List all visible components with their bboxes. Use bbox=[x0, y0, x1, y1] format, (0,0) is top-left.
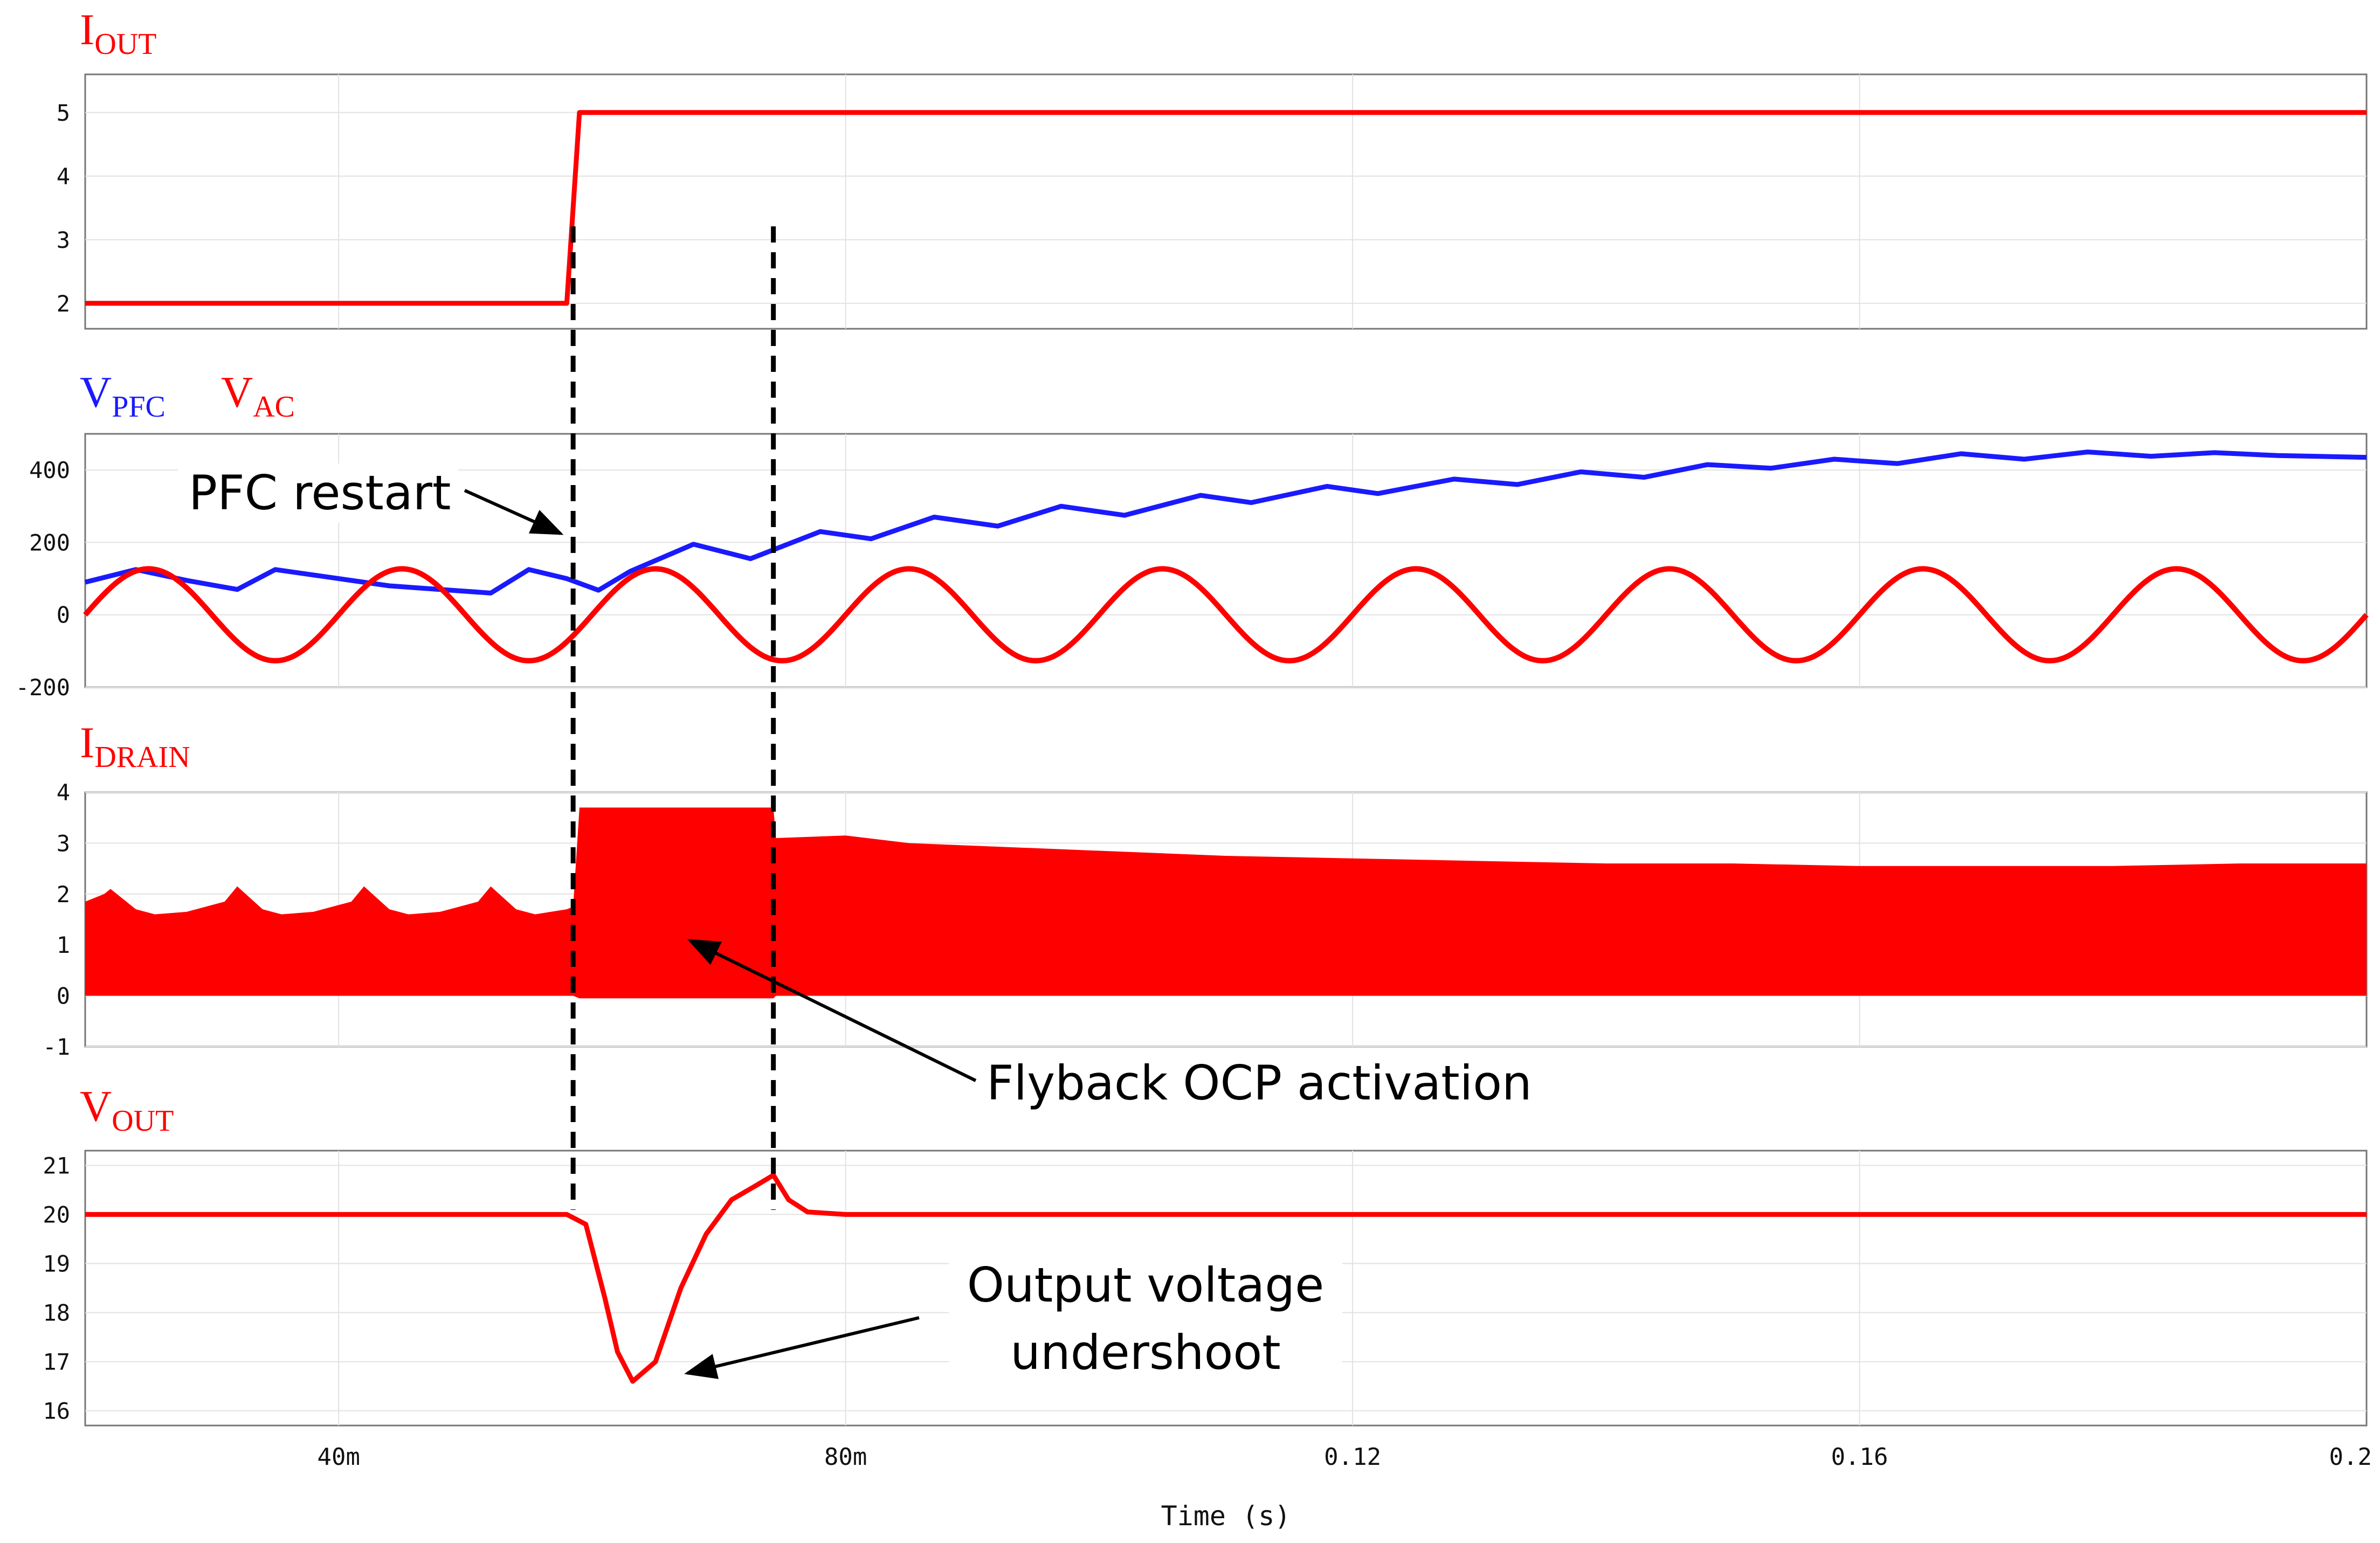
annotation-undershoot-line2: undershoot bbox=[1010, 1325, 1281, 1380]
annotation-undershoot: Output voltage undershoot bbox=[684, 1250, 1342, 1396]
annotation-flyback-ocp: Flyback OCP activation bbox=[687, 939, 1536, 1116]
y-tick-label: 0 bbox=[57, 983, 70, 1009]
x-tick-label: 0.16 bbox=[1831, 1443, 1888, 1471]
y-tick-label: 20 bbox=[43, 1201, 70, 1228]
y-tick-label: 4 bbox=[57, 163, 70, 190]
event-markers bbox=[570, 226, 776, 1210]
panel-vpfc-label-pfc: VPFC bbox=[80, 368, 165, 424]
series-i-out-line bbox=[85, 110, 2367, 306]
panel-vpfc-frame bbox=[84, 433, 2368, 688]
x-tick-label: 0.12 bbox=[1324, 1443, 1381, 1471]
annotation-flyback-ocp-text: Flyback OCP activation bbox=[987, 1055, 1532, 1111]
panel-vpfc: VPFC VAC -200 0 200 400 bbox=[16, 368, 2369, 701]
panel-idrain: IDRAIN -1 0 1 2 3 4 bbox=[43, 718, 2368, 1060]
annotation-pfc-restart-bg bbox=[178, 463, 458, 523]
series-v-pfc-line bbox=[84, 449, 2367, 596]
x-tick-label: 40m bbox=[317, 1443, 360, 1471]
annotation-pfc-restart-arrow bbox=[464, 489, 564, 535]
panel-idrain-label: IDRAIN bbox=[80, 718, 190, 774]
annotation-flyback-ocp-arrow bbox=[687, 939, 977, 1082]
y-tick-label: 1 bbox=[57, 932, 70, 958]
y-tick-label: 2 bbox=[57, 290, 70, 317]
y-tick-label: 400 bbox=[29, 457, 70, 483]
series-v-out-line bbox=[85, 1173, 2367, 1384]
y-tick-label: 17 bbox=[43, 1349, 70, 1375]
annotation-pfc-restart: PFC restart bbox=[178, 463, 564, 535]
x-tick-label: 80m bbox=[824, 1443, 867, 1471]
y-tick-label: 16 bbox=[43, 1398, 70, 1424]
panel-vpfc-label-ac: VAC bbox=[221, 368, 295, 424]
y-tick-label: 21 bbox=[43, 1152, 70, 1179]
series-idrain-area bbox=[85, 807, 2367, 999]
y-tick-label: 3 bbox=[57, 227, 70, 253]
y-tick-label: -1 bbox=[43, 1034, 70, 1060]
x-axis-label: Time (s) bbox=[1161, 1500, 1291, 1532]
x-tick-label: 0.2 bbox=[2329, 1443, 2372, 1471]
panel-iout: IOUT 2 3 4 5 bbox=[57, 5, 2368, 330]
y-tick-label: 3 bbox=[57, 830, 70, 856]
y-tick-label: 5 bbox=[57, 100, 70, 126]
annotation-undershoot-arrow bbox=[684, 1316, 920, 1379]
annotation-undershoot-bg bbox=[949, 1250, 1342, 1396]
panel-iout-frame bbox=[84, 73, 2368, 330]
y-tick-label: 0 bbox=[57, 602, 70, 628]
annotation-pfc-restart-text: PFC restart bbox=[189, 465, 451, 521]
y-tick-label: 2 bbox=[57, 881, 70, 908]
y-tick-label: 19 bbox=[43, 1250, 70, 1277]
annotation-flyback-ocp-bg bbox=[976, 1054, 1536, 1116]
x-axis: 40m 80m 0.12 0.16 0.2 bbox=[317, 1443, 2372, 1471]
series-vac-line bbox=[83, 566, 2369, 663]
y-tick-label: 4 bbox=[57, 779, 70, 806]
panel-vout-label: VOUT bbox=[80, 1082, 174, 1138]
annotation-undershoot-line1: Output voltage bbox=[967, 1257, 1324, 1313]
y-tick-label: -200 bbox=[16, 674, 70, 701]
y-tick-label: 200 bbox=[29, 529, 70, 556]
panel-iout-label: IOUT bbox=[80, 5, 156, 61]
y-tick-label: 18 bbox=[43, 1300, 70, 1326]
